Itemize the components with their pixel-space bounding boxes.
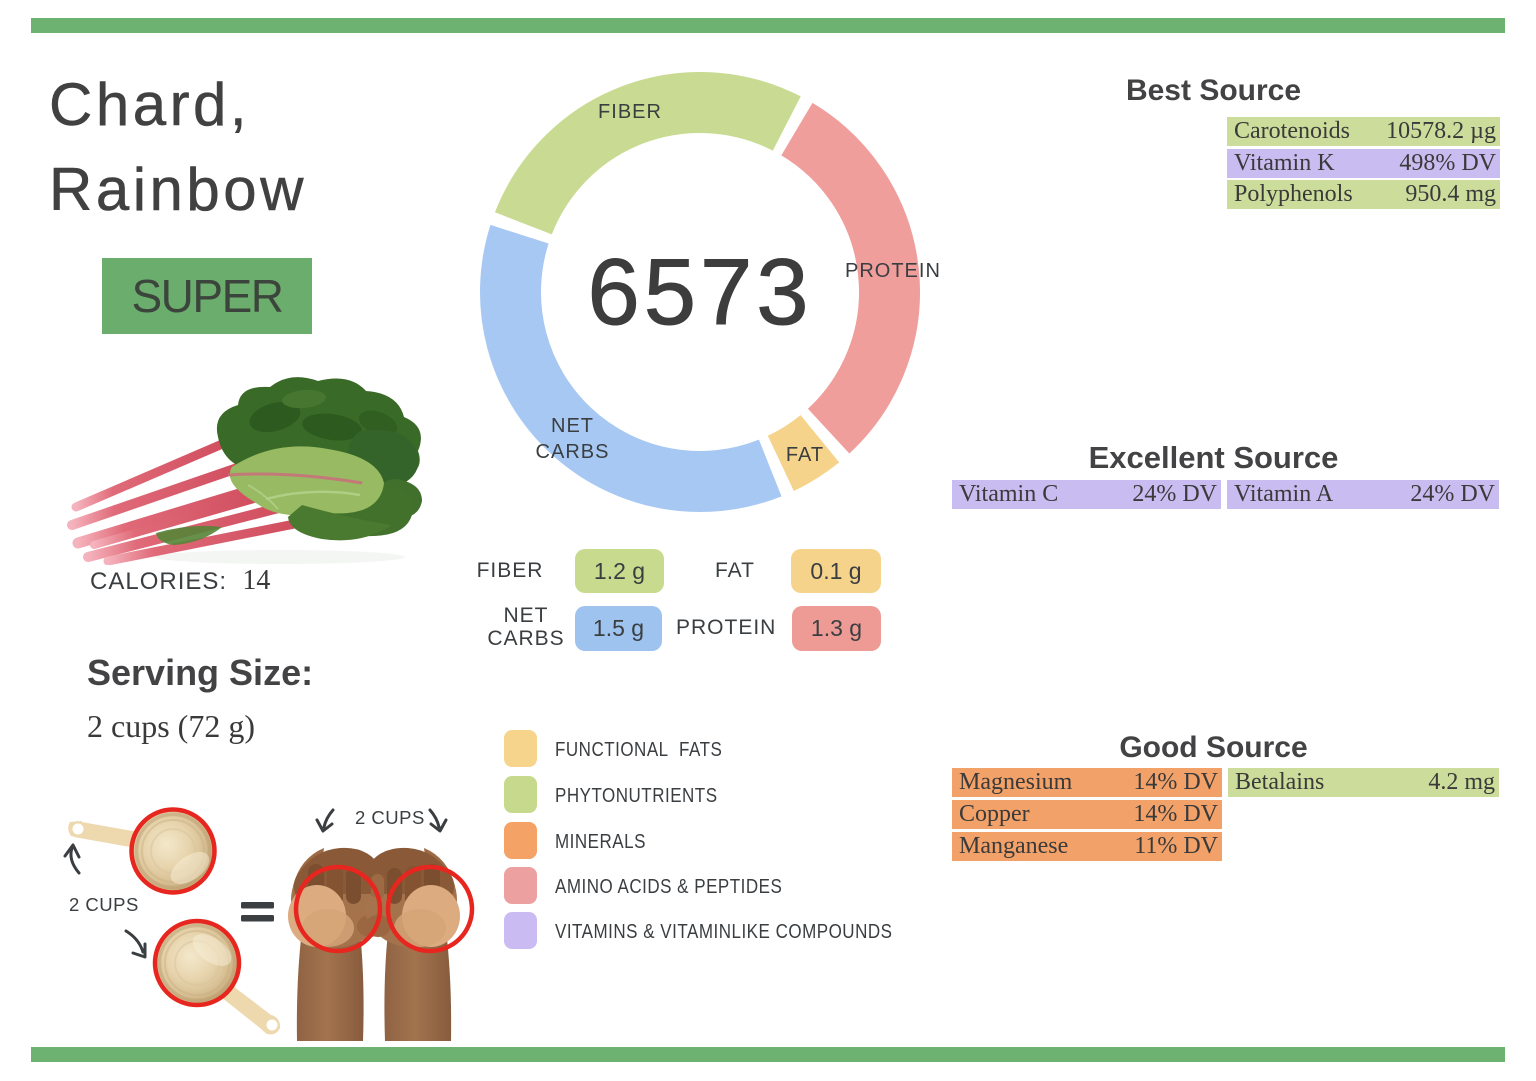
- svg-text:2 CUPS: 2 CUPS: [355, 807, 425, 828]
- svg-text:2 CUPS: 2 CUPS: [69, 894, 139, 915]
